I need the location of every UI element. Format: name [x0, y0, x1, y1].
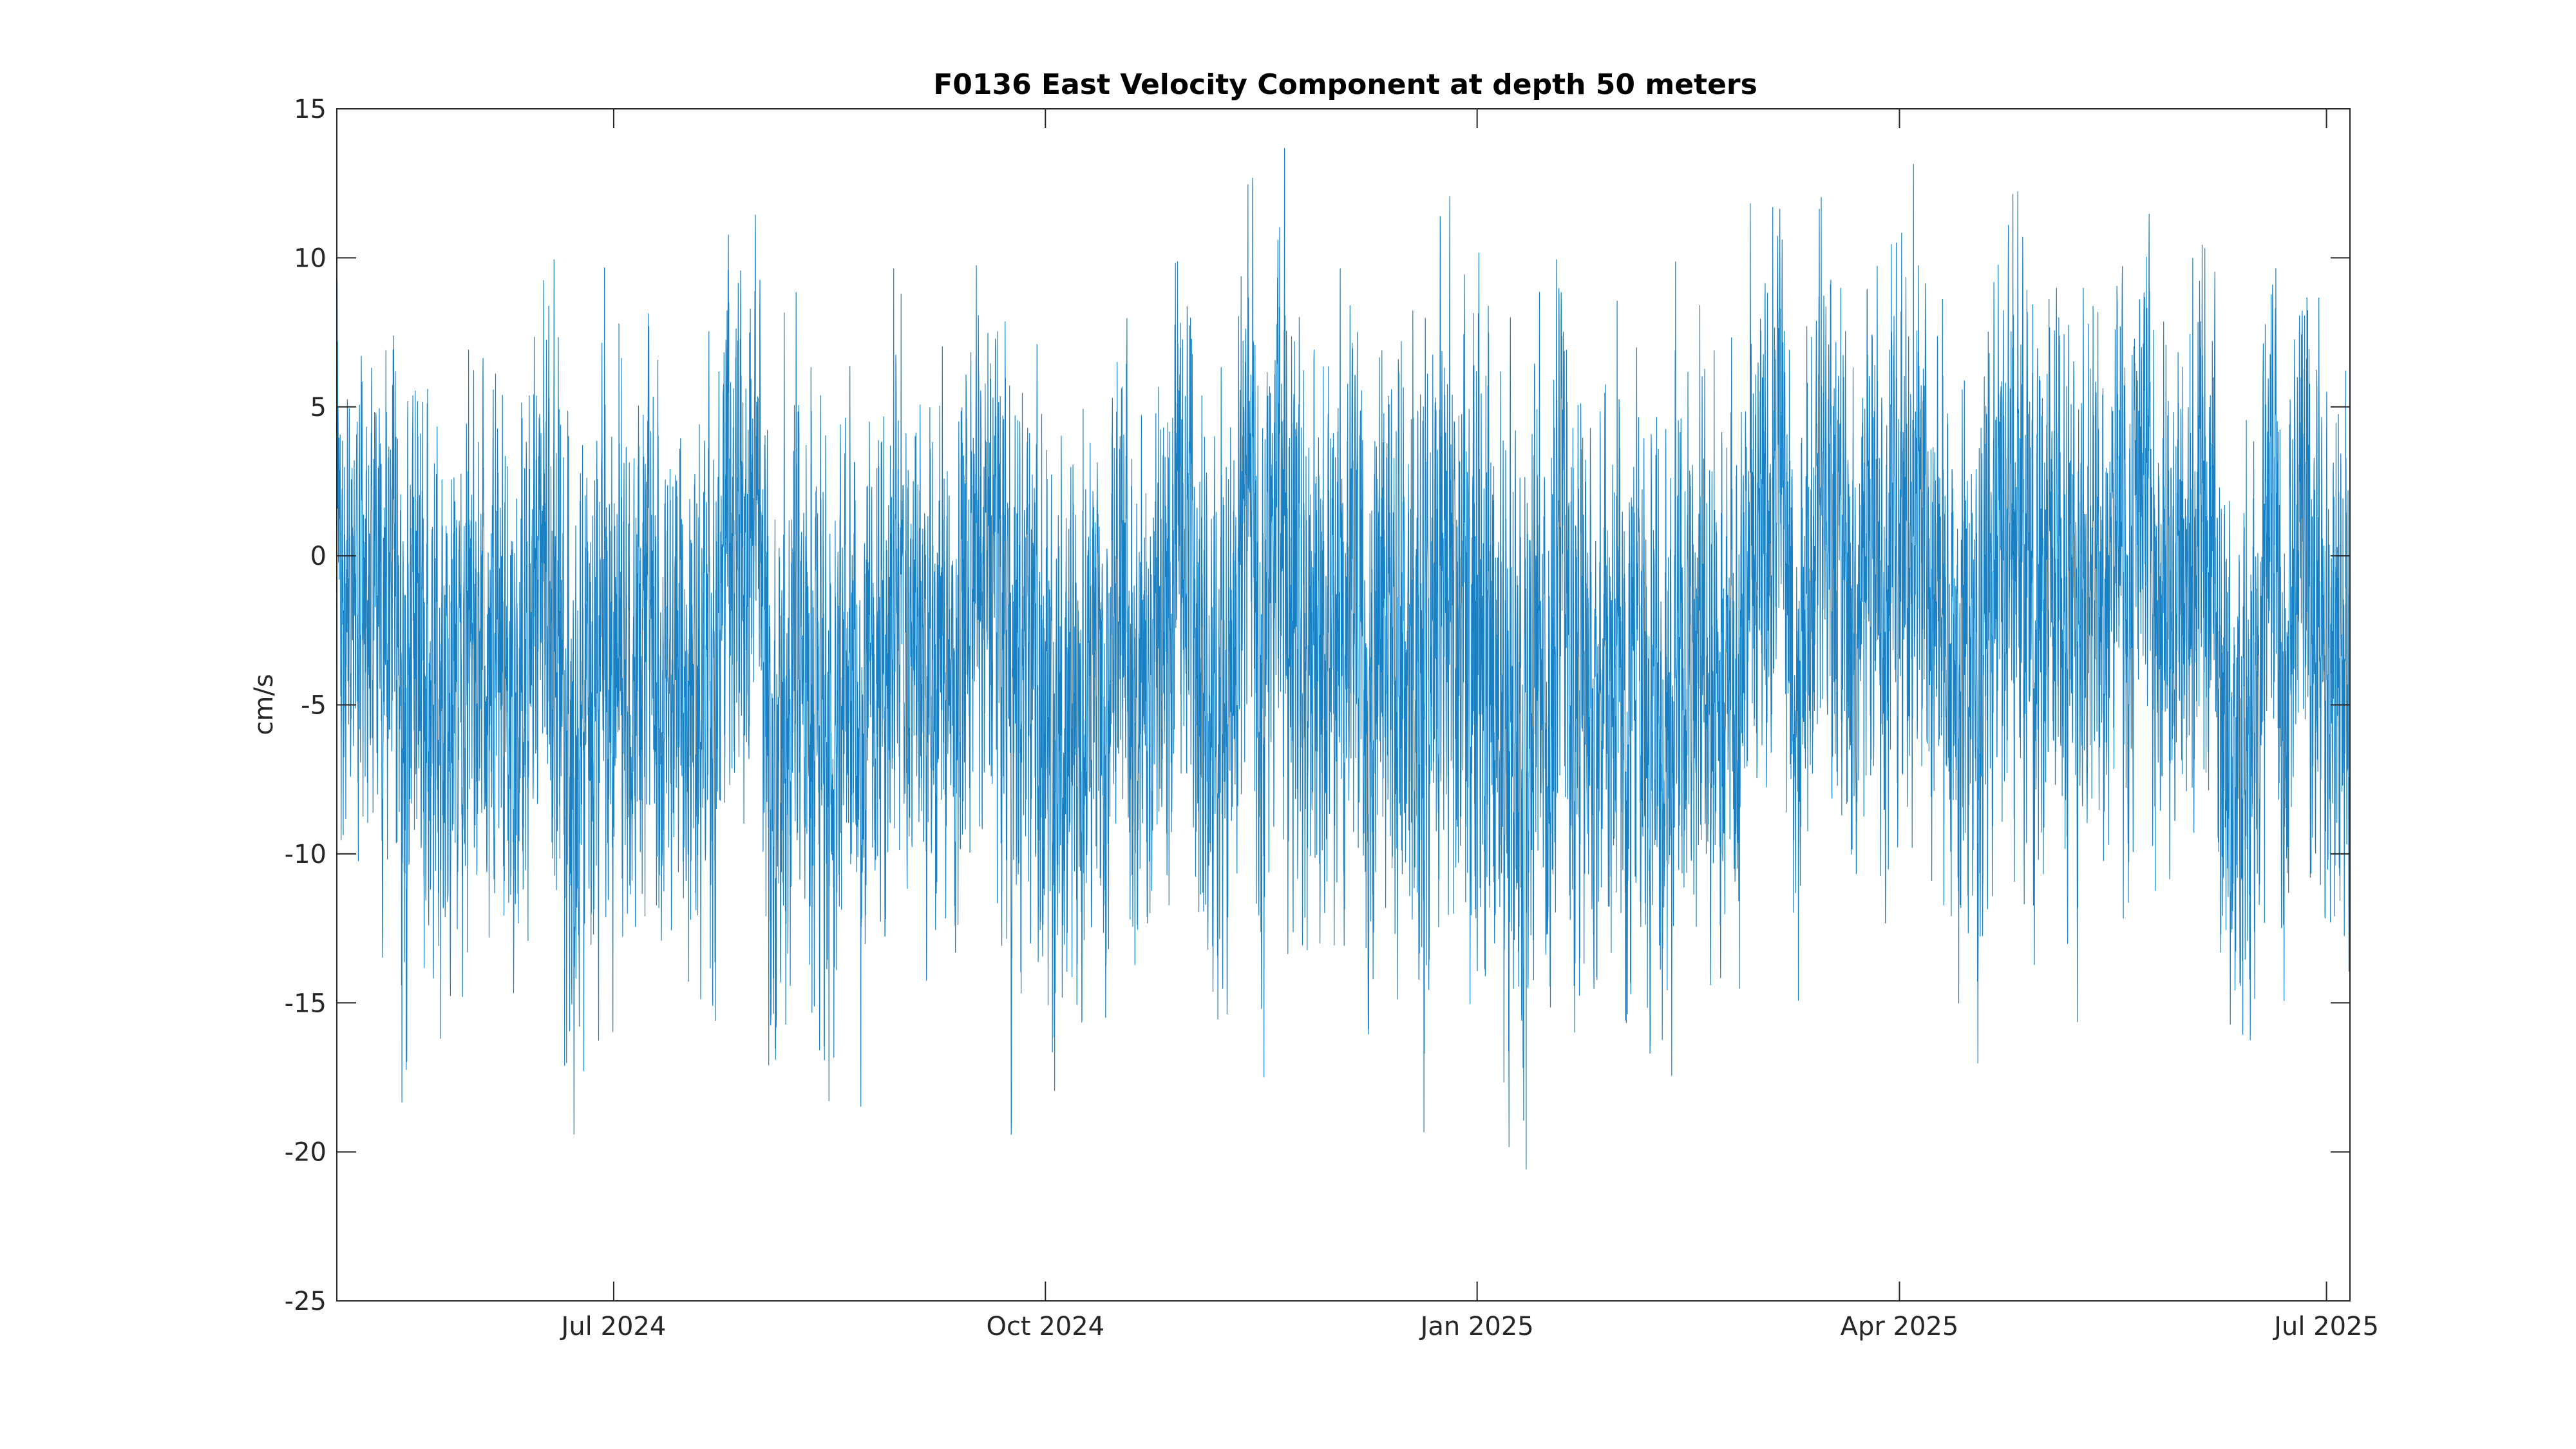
chart-title: F0136 East Velocity Component at depth 5… — [933, 68, 1757, 101]
x-tick-label: Jul 2025 — [2272, 1312, 2379, 1341]
y-tick-label: 10 — [294, 243, 327, 273]
y-axis: 15 10 5 0 -5 -10 -15 -20 -25 — [285, 95, 2350, 1316]
y-tick-label: -20 — [285, 1138, 327, 1168]
y-tick-label: 15 — [294, 95, 327, 124]
y-tick-label: -10 — [285, 840, 327, 869]
y-tick-label: -15 — [285, 989, 327, 1018]
y-axis-label: cm/s — [249, 674, 279, 735]
x-tick-label: Jul 2024 — [560, 1312, 667, 1341]
y-tick-label: -25 — [285, 1287, 327, 1316]
y-tick-label: 5 — [310, 393, 327, 422]
y-tick-label: -5 — [301, 691, 327, 721]
x-tick-label: Jan 2025 — [1419, 1312, 1534, 1341]
x-tick-label: Apr 2025 — [1841, 1312, 1959, 1341]
series-velocity-line — [336, 147, 2351, 1170]
series-line — [336, 147, 2351, 1170]
y-tick-label: 0 — [310, 542, 327, 571]
x-axis: Jul 2024 Oct 2024 Jan 2025 Apr 2025 Jul 2025 — [560, 109, 2379, 1341]
x-tick-label: Oct 2024 — [986, 1312, 1104, 1341]
